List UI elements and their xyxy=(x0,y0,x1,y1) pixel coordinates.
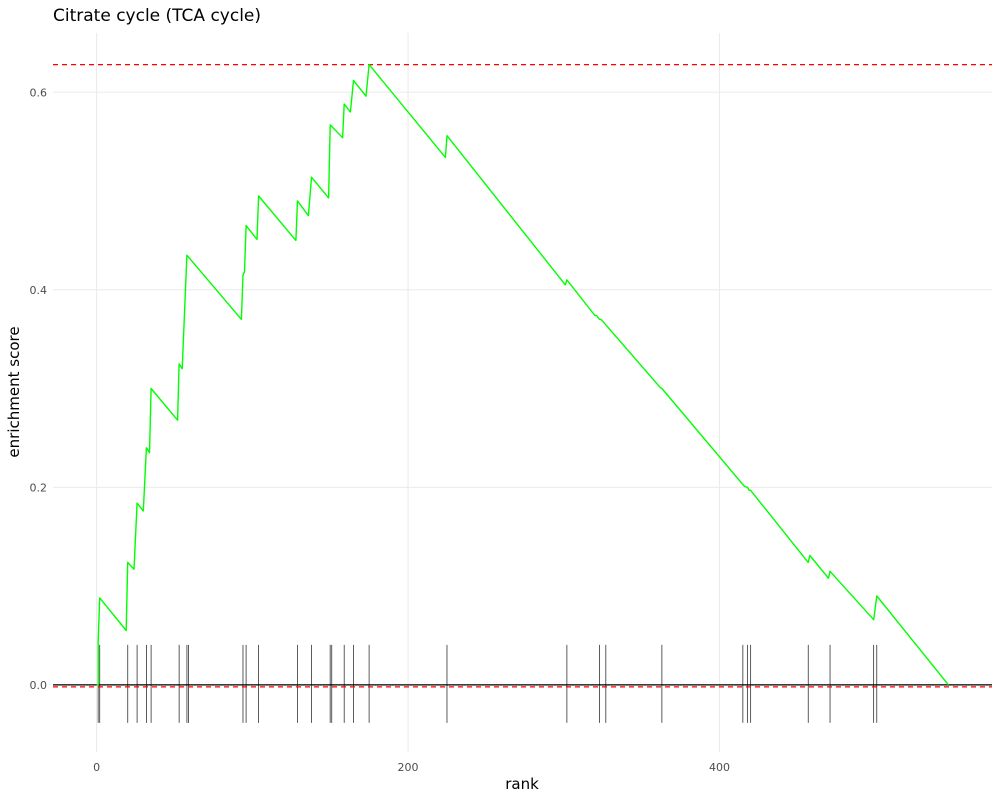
y-tick-label: 0.2 xyxy=(30,481,48,494)
reference-lines-layer xyxy=(53,63,992,688)
x-tick-label: 400 xyxy=(709,761,730,774)
x-tick-label: 0 xyxy=(93,761,100,774)
y-axis-title: enrichment score xyxy=(5,326,23,457)
enrichment-score-line xyxy=(96,63,949,686)
y-tick-label: 0.6 xyxy=(30,86,48,99)
hit-rug-layer xyxy=(97,644,878,723)
tick-label-layer: 0 200 400 0.0 0.2 0.4 0.6 xyxy=(30,86,730,774)
y-tick-label: 0.4 xyxy=(30,284,48,297)
chart-title: Citrate cycle (TCA cycle) xyxy=(53,6,261,26)
grid-layer xyxy=(53,33,992,752)
x-axis-title: rank xyxy=(505,775,539,793)
enrichment-line-layer xyxy=(96,63,949,686)
y-tick-label: 0.0 xyxy=(30,679,48,692)
x-tick-label: 200 xyxy=(398,761,419,774)
